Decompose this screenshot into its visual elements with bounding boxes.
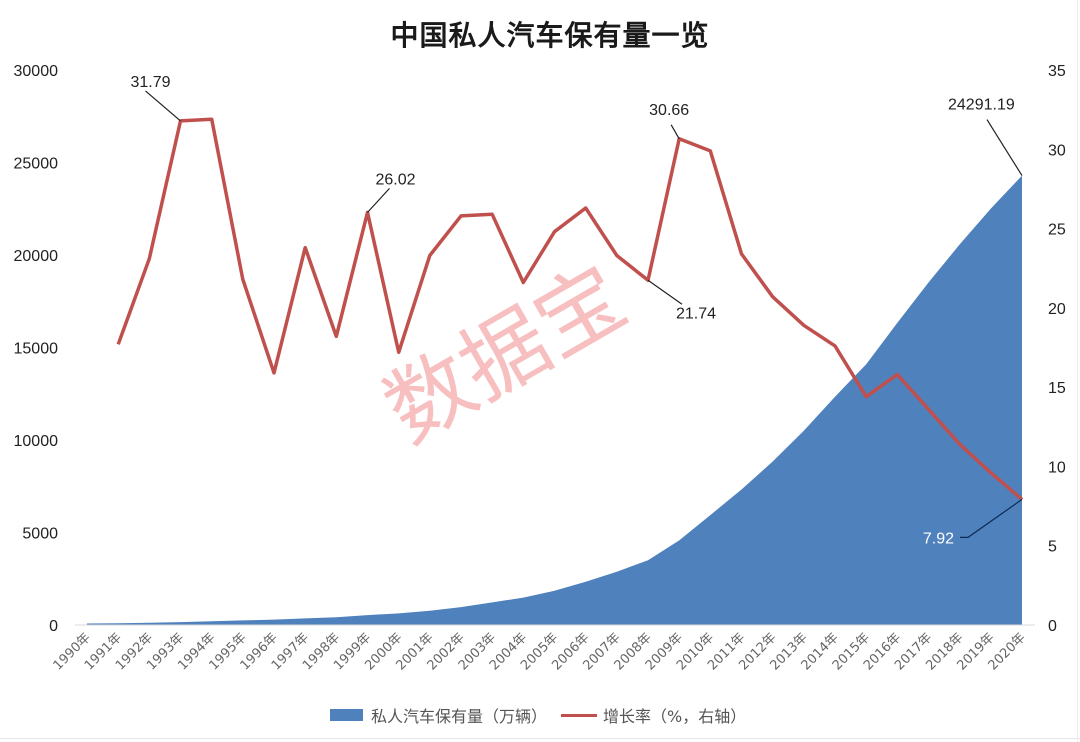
legend-area-swatch-icon (330, 709, 363, 721)
data-label: 26.02 (376, 171, 416, 188)
left-axis-tick: 20000 (14, 248, 59, 265)
divider (1077, 0, 1078, 742)
right-axis-tick: 35 (1048, 63, 1066, 80)
right-axis-tick: 30 (1048, 142, 1066, 159)
left-axis-tick: 30000 (14, 63, 59, 80)
data-label: 24291.19 (948, 97, 1015, 114)
right-axis-tick: 15 (1048, 380, 1066, 397)
left-axis: 0 5000 10000 15000 20000 25000 30000 (14, 63, 59, 635)
right-axis: 0 5 10 15 20 25 30 35 (1048, 63, 1066, 635)
legend-line-swatch-icon (561, 713, 598, 717)
left-axis-tick: 10000 (14, 433, 59, 450)
divider (0, 738, 1080, 739)
data-label: 21.74 (676, 305, 716, 322)
legend-line-label: 增长率（%，右轴） (603, 707, 747, 726)
left-axis-tick: 15000 (14, 341, 59, 358)
ownership-area-series (87, 175, 1022, 625)
right-axis-tick: 0 (1048, 618, 1057, 635)
legend: 私人汽车保有量（万辆） 增长率（%，右轴） (330, 703, 746, 727)
growth-rate-line-series (116, 117, 1024, 501)
right-axis-tick: 5 (1048, 539, 1057, 556)
data-label: 31.79 (131, 74, 171, 91)
chart-title: 中国私人汽车保有量一览 (390, 19, 710, 52)
left-axis-tick: 0 (49, 618, 58, 635)
left-axis-tick: 25000 (14, 156, 59, 173)
data-labels: 31.79 26.02 21.74 30.66 7.92 24291.19 (131, 74, 1023, 547)
legend-area-label: 私人汽车保有量（万辆） (371, 707, 548, 726)
right-axis-tick: 25 (1048, 222, 1066, 239)
data-label: 30.66 (649, 102, 689, 119)
left-axis-tick: 5000 (22, 526, 58, 543)
right-axis-tick: 20 (1048, 301, 1066, 318)
x-axis-labels: 1990年1991年1992年1993年1994年1995年1996年1997年… (51, 630, 1029, 673)
data-label: 7.92 (923, 530, 954, 547)
right-axis-tick: 10 (1048, 459, 1066, 476)
watermark: 数据宝 (369, 247, 642, 463)
